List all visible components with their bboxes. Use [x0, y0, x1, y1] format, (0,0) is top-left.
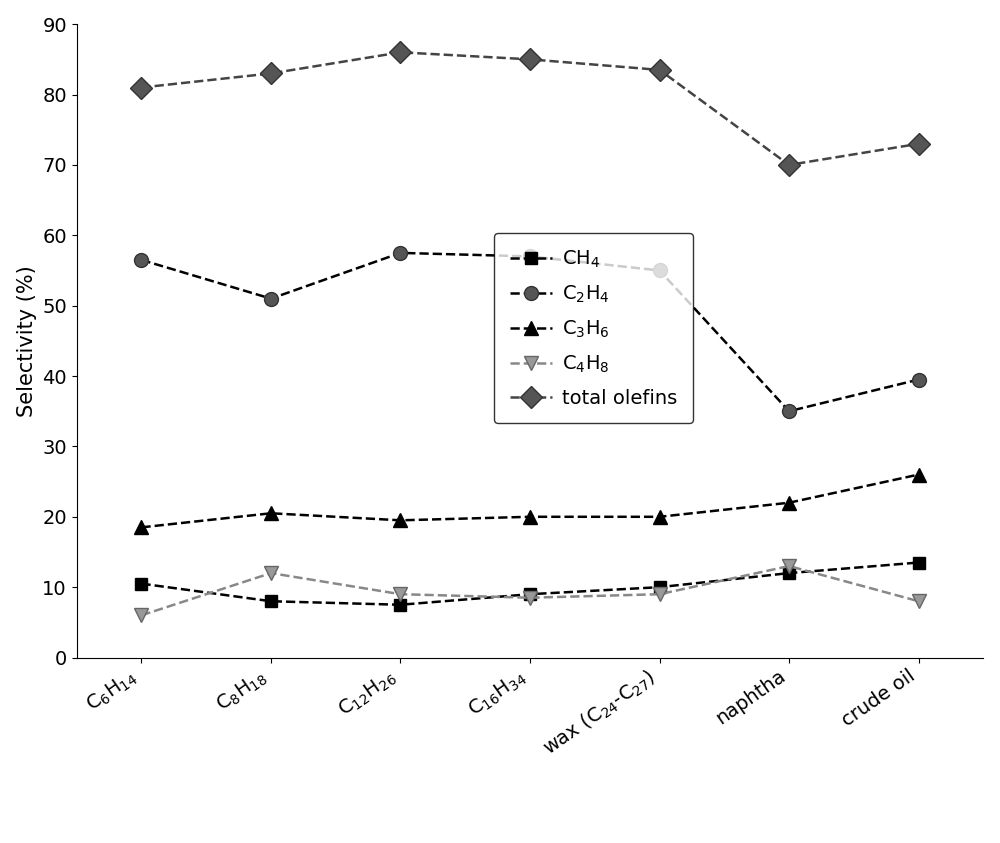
$\mathregular{C_3H_6}$: [265, 508, 277, 518]
total olefins: [135, 83, 147, 93]
$\mathregular{C_3H_6}$: [654, 512, 666, 522]
$\mathregular{C_3H_6}$: [913, 470, 925, 480]
$\mathregular{C_2H_4}$: [265, 293, 277, 303]
$\mathregular{C_2H_4}$: [524, 251, 536, 261]
$\mathregular{CH_4}$: [394, 599, 406, 609]
Line: $\mathregular{C_3H_6}$: $\mathregular{C_3H_6}$: [135, 468, 926, 534]
$\mathregular{CH_4}$: [524, 589, 536, 599]
Legend: $\mathregular{CH_4}$, $\mathregular{C_2H_4}$, $\mathregular{C_3H_6}$, $\mathregu: $\mathregular{CH_4}$, $\mathregular{C_2H…: [494, 234, 693, 423]
total olefins: [913, 139, 925, 149]
$\mathregular{CH_4}$: [135, 578, 147, 588]
$\mathregular{C_4H_8}$: [394, 589, 406, 599]
Line: $\mathregular{C_2H_4}$: $\mathregular{C_2H_4}$: [135, 246, 926, 418]
$\mathregular{CH_4}$: [783, 568, 795, 578]
$\mathregular{C_2H_4}$: [654, 266, 666, 276]
$\mathregular{C_2H_4}$: [135, 255, 147, 265]
$\mathregular{C_2H_4}$: [394, 248, 406, 258]
total olefins: [265, 68, 277, 78]
$\mathregular{C_3H_6}$: [524, 512, 536, 522]
$\mathregular{C_4H_8}$: [783, 561, 795, 571]
Line: $\mathregular{C_4H_8}$: $\mathregular{C_4H_8}$: [135, 559, 926, 622]
$\mathregular{C_2H_4}$: [913, 374, 925, 384]
total olefins: [524, 54, 536, 64]
$\mathregular{C_2H_4}$: [783, 406, 795, 416]
$\mathregular{CH_4}$: [913, 557, 925, 567]
Y-axis label: Selectivity (%): Selectivity (%): [17, 265, 37, 416]
total olefins: [654, 65, 666, 75]
$\mathregular{C_4H_8}$: [524, 593, 536, 603]
$\mathregular{C_4H_8}$: [265, 568, 277, 578]
$\mathregular{CH_4}$: [265, 596, 277, 606]
$\mathregular{C_3H_6}$: [783, 497, 795, 507]
total olefins: [783, 160, 795, 170]
$\mathregular{C_3H_6}$: [135, 523, 147, 533]
$\mathregular{C_4H_8}$: [913, 596, 925, 606]
$\mathregular{C_4H_8}$: [135, 610, 147, 620]
total olefins: [394, 47, 406, 57]
$\mathregular{C_3H_6}$: [394, 515, 406, 525]
Line: $\mathregular{CH_4}$: $\mathregular{CH_4}$: [136, 557, 924, 610]
$\mathregular{CH_4}$: [654, 583, 666, 593]
Line: total olefins: total olefins: [134, 45, 926, 173]
$\mathregular{C_4H_8}$: [654, 589, 666, 599]
